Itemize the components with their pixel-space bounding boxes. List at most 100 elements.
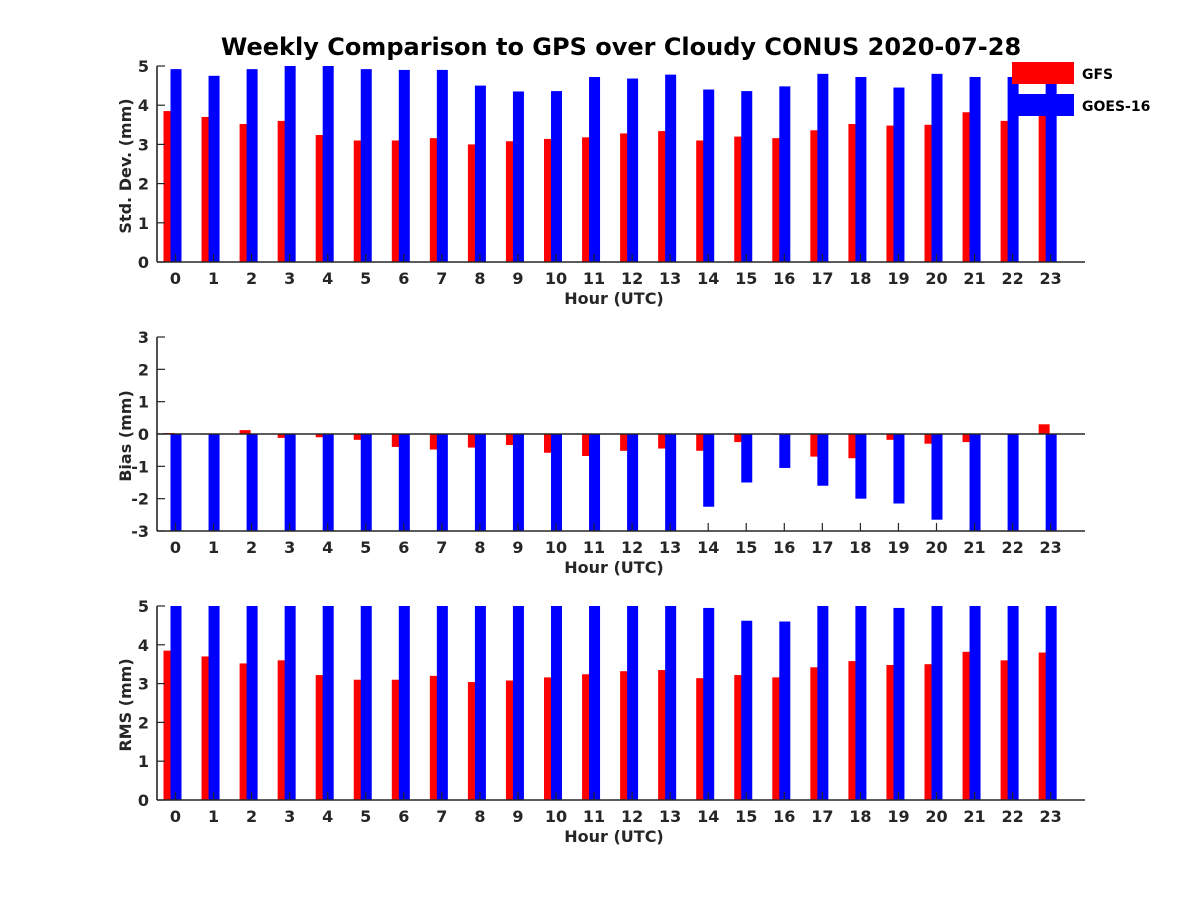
- rms-bar-gfs-6: [391, 679, 403, 800]
- std-dev-xtick-label: 6: [398, 269, 409, 288]
- bias-y-axis-label: Bias (mm): [116, 390, 135, 482]
- rms-ytick-label: 3: [138, 675, 149, 694]
- std-dev-bar-goes16-22: [1007, 76, 1019, 262]
- bias-xtick-label: 18: [849, 538, 871, 557]
- std-dev-bar-goes16-21: [969, 76, 981, 262]
- bias-xtick-label: 12: [621, 538, 643, 557]
- bias-xtick-label: 2: [246, 538, 257, 557]
- bias-xtick-label: 7: [436, 538, 447, 557]
- rms-bar-gfs-4: [315, 675, 327, 800]
- rms-xtick-label: 7: [436, 807, 447, 826]
- std-dev-xtick-label: 19: [887, 269, 909, 288]
- bias-bar-gfs-13: [658, 434, 670, 449]
- std-dev-bar-goes16-9: [512, 91, 524, 262]
- chart-title: Weekly Comparison to GPS over Cloudy CON…: [221, 33, 1021, 61]
- bias-xtick-label: 0: [170, 538, 181, 557]
- rms-bar-gfs-18: [848, 661, 860, 800]
- bias-bar-gfs-9: [505, 434, 517, 445]
- rms-xtick-label: 11: [583, 807, 605, 826]
- rms-ytick-label: 2: [138, 713, 149, 732]
- rms-bar-gfs-21: [962, 651, 974, 800]
- rms-bar-goes16-7: [436, 606, 448, 800]
- rms-bar-gfs-9: [505, 680, 517, 800]
- std-dev-ytick-label: 5: [138, 57, 149, 76]
- std-dev-bar-gfs-4: [315, 134, 327, 262]
- bias-bar-gfs-3: [277, 434, 289, 438]
- rms-bar-gfs-22: [1000, 660, 1012, 800]
- rms-xtick-label: 17: [811, 807, 833, 826]
- std-dev-ytick-label: 3: [138, 135, 149, 154]
- bias-ytick-label: -2: [131, 490, 149, 509]
- std-dev-xtick-label: 23: [1040, 269, 1062, 288]
- std-dev-xtick-label: 16: [773, 269, 795, 288]
- rms-bar-goes16-4: [322, 606, 334, 800]
- rms-bar-goes16-11: [589, 606, 601, 800]
- rms-ytick-label: 1: [138, 752, 149, 771]
- std-dev-xtick-label: 21: [963, 269, 985, 288]
- std-dev-ytick-label: 0: [138, 253, 149, 272]
- bias-bar-gfs-23: [1038, 424, 1050, 434]
- bias-xtick-label: 10: [545, 538, 567, 557]
- bias-xtick-label: 3: [284, 538, 295, 557]
- rms-bar-goes16-12: [627, 606, 639, 800]
- std-dev-xtick-label: 1: [208, 269, 219, 288]
- rms-bar-gfs-11: [582, 674, 594, 800]
- bias-bar-gfs-17: [810, 434, 822, 457]
- rms-xtick-label: 12: [621, 807, 643, 826]
- std-dev-xtick-label: 18: [849, 269, 871, 288]
- std-dev-xtick-label: 10: [545, 269, 567, 288]
- rms-xtick-label: 8: [474, 807, 485, 826]
- bias-bar-goes16-23: [1045, 434, 1057, 531]
- bias-bar-goes16-4: [322, 434, 334, 531]
- bias-bar-goes16-7: [436, 434, 448, 531]
- std-dev-bar-goes16-23: [1045, 81, 1057, 263]
- bias-xtick-label: 17: [811, 538, 833, 557]
- bias-bar-gfs-14: [696, 434, 708, 451]
- bias-xtick-label: 9: [512, 538, 523, 557]
- bias-bar-gfs-12: [620, 434, 632, 451]
- bias-xtick-label: 19: [887, 538, 909, 557]
- bias-ytick-label: -3: [131, 522, 149, 541]
- std-dev-ytick-label: 2: [138, 175, 149, 194]
- rms-bar-goes16-13: [665, 606, 677, 800]
- bias-bar-goes16-15: [741, 434, 753, 483]
- bias-bar-goes16-2: [246, 434, 258, 531]
- rms-xtick-label: 16: [773, 807, 795, 826]
- bias-bar-gfs-6: [391, 434, 403, 447]
- std-dev-bar-goes16-17: [817, 73, 829, 262]
- std-dev-bar-goes16-20: [931, 73, 943, 262]
- std-dev-xtick-label: 7: [436, 269, 447, 288]
- std-dev-bar-gfs-0: [163, 111, 175, 262]
- bias-x-axis-label: Hour (UTC): [564, 558, 664, 577]
- std-dev-bar-gfs-14: [696, 140, 708, 262]
- legend-swatch-gfs: [1012, 62, 1074, 84]
- rms-xtick-label: 14: [697, 807, 719, 826]
- std-dev-bar-goes16-1: [208, 75, 220, 262]
- bias-bar-gfs-18: [848, 434, 860, 459]
- bias-ytick-label: 3: [138, 328, 149, 347]
- rms-xtick-label: 13: [659, 807, 681, 826]
- bias-bar-goes16-21: [969, 434, 981, 531]
- rms-bar-goes16-8: [474, 606, 486, 800]
- std-dev-bar-gfs-12: [620, 133, 632, 262]
- legend-label-goes16: GOES-16: [1082, 99, 1150, 115]
- rms-y-axis-label: RMS (mm): [116, 658, 135, 751]
- rms-bar-gfs-16: [772, 677, 784, 800]
- std-dev-bar-gfs-21: [962, 112, 974, 262]
- bias-ytick-label: 0: [138, 425, 149, 444]
- bias-xtick-label: 13: [659, 538, 681, 557]
- bias-bar-goes16-18: [855, 434, 867, 499]
- bias-xtick-label: 23: [1040, 538, 1062, 557]
- bias-xtick-label: 20: [925, 538, 947, 557]
- std-dev-bar-goes16-12: [627, 78, 639, 262]
- std-dev-bar-goes16-13: [665, 74, 677, 263]
- rms-bar-gfs-7: [429, 675, 441, 800]
- rms-bar-gfs-23: [1038, 652, 1050, 800]
- std-dev-xtick-label: 15: [735, 269, 757, 288]
- std-dev-xtick-label: 11: [583, 269, 605, 288]
- bias-ytick-label: 2: [138, 360, 149, 379]
- rms-bar-gfs-12: [620, 671, 632, 800]
- std-dev-xtick-label: 13: [659, 269, 681, 288]
